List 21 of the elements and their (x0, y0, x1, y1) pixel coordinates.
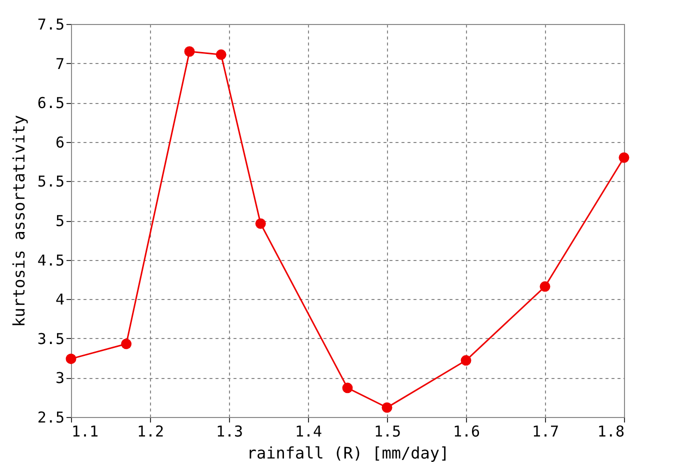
y-tick-label: 5.5 (37, 172, 64, 191)
y-tick-label: 5 (55, 212, 64, 230)
y-tick-label: 3 (55, 369, 64, 388)
y-tick-label: 6 (55, 133, 64, 152)
x-tick-label: 1.5 (374, 422, 402, 440)
x-tick-label: 1.7 (532, 422, 560, 440)
x-tick-label: 1.1 (72, 422, 99, 440)
x-tick-label: 1.6 (452, 422, 480, 440)
x-tick-label: 1.8 (597, 422, 624, 440)
y-axis-title: kurtosis assortativity (9, 114, 28, 327)
y-tick-label: 4 (55, 290, 64, 309)
x-axis-title: rainfall (R) [mm/day] (246, 444, 450, 462)
y-tick-label: 3.5 (37, 330, 64, 348)
x-tick-label: 1.2 (136, 422, 164, 440)
y-tick-label: 6.5 (37, 94, 64, 112)
y-tick-label: 4.5 (37, 251, 64, 270)
y-tick-label: 7 (55, 54, 64, 73)
x-tick-label: 1.4 (294, 422, 322, 440)
y-tick-label: 7.5 (37, 16, 64, 34)
x-tick-label: 1.3 (216, 422, 244, 440)
y-tick-label: 2.5 (37, 408, 64, 426)
